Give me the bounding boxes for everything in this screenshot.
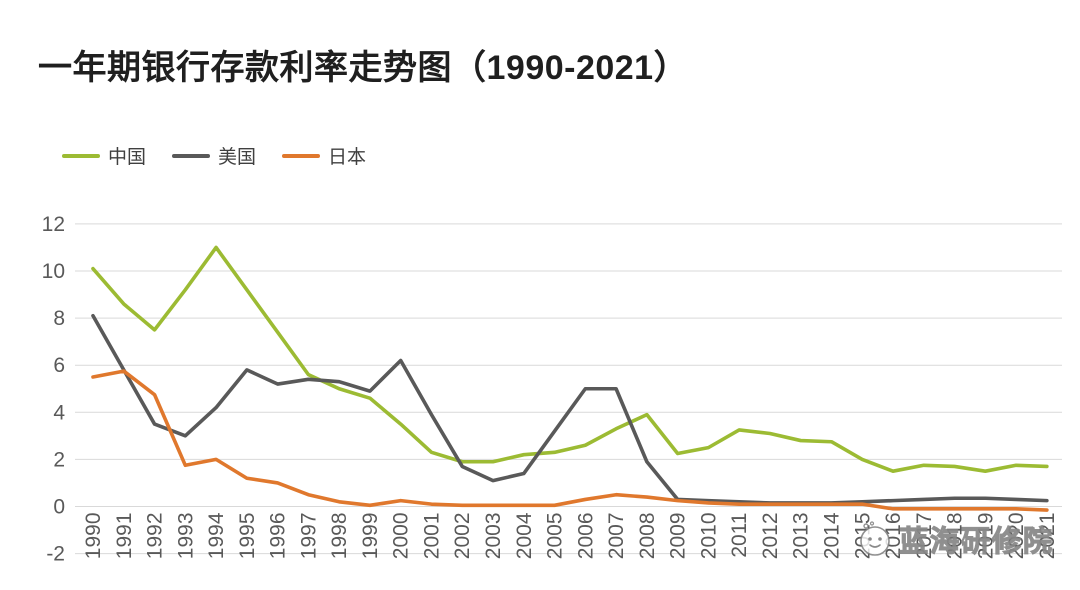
y-axis-tick-label: 12 xyxy=(42,213,65,236)
x-axis-tick-label: 2014 xyxy=(820,512,843,559)
x-axis-tick-label: 2004 xyxy=(513,512,536,559)
x-axis-tick-label: 2006 xyxy=(574,513,597,560)
x-axis-tick-label: 1995 xyxy=(236,513,259,560)
x-axis-tick-label: 2013 xyxy=(790,513,813,560)
x-axis-tick-label: 1996 xyxy=(267,513,290,560)
x-axis-tick-label: 2020 xyxy=(1005,513,1028,560)
x-axis-tick-label: 1991 xyxy=(113,513,136,560)
y-axis-tick-label: 8 xyxy=(53,307,65,330)
x-axis-tick-label: 2015 xyxy=(851,513,874,560)
series-line-japan xyxy=(91,369,1049,512)
x-axis-tick-label: 2005 xyxy=(544,513,567,560)
x-axis-tick-label: 2001 xyxy=(420,513,443,560)
x-axis-tick-label: 2007 xyxy=(605,513,628,560)
x-axis-tick-label: 1994 xyxy=(205,512,228,559)
legend-label-japan: 日本 xyxy=(328,147,367,168)
x-axis-tick-label: 2000 xyxy=(390,513,413,560)
series-line-china xyxy=(91,245,1049,473)
y-axis-tick-label: -2 xyxy=(46,543,65,566)
x-axis-tick-label: 2016 xyxy=(882,513,905,560)
x-axis-tick-label: 2011 xyxy=(728,513,751,558)
legend-item-japan: 日本 xyxy=(282,142,366,169)
x-axis-tick-label: 1990 xyxy=(82,513,105,560)
x-axis-tick-label: 1993 xyxy=(174,513,197,560)
x-axis-tick-label: 2008 xyxy=(636,513,659,560)
usa-line-swatch xyxy=(172,153,211,158)
x-axis-tick-label: 2018 xyxy=(944,513,967,560)
china-line-swatch xyxy=(62,153,100,158)
y-axis-tick-label: 6 xyxy=(53,354,65,377)
x-axis-tick-label: 1999 xyxy=(359,513,382,560)
legend-label-usa: 美国 xyxy=(218,147,257,168)
x-axis-tick-label: 2010 xyxy=(697,513,720,560)
x-axis-tick-label: 1992 xyxy=(144,513,167,560)
x-axis-tick-label: 1997 xyxy=(297,513,320,560)
x-axis-tick-label: 2021 xyxy=(1036,513,1059,560)
x-axis-tick-label: 2019 xyxy=(974,513,997,560)
x-axis-tick-label: 2003 xyxy=(482,513,505,560)
legend-item-usa: 美国 xyxy=(172,142,256,169)
y-axis-tick-label: 0 xyxy=(53,496,65,519)
x-axis-tick-label: 2017 xyxy=(913,513,936,560)
y-axis-tick-label: 10 xyxy=(42,260,65,283)
legend-item-china: 中国 xyxy=(62,142,146,169)
x-axis-tick-label: 2009 xyxy=(667,513,690,560)
legend: 中国 美国 日本 xyxy=(62,142,366,169)
line-chart: -2 0 2 4 6 8 10 12 1990 1991 1992 1993 1994 1995 1996 1… xyxy=(42,213,1062,566)
x-axis-tick-label: 1998 xyxy=(328,513,351,560)
legend-label-china: 中国 xyxy=(108,147,147,168)
chart-title: 一年期银行存款利率走势图（1990-2021） xyxy=(38,49,689,87)
series-line-usa xyxy=(91,313,1049,505)
x-axis-tick-label: 2002 xyxy=(451,513,474,560)
y-axis-tick-label: 2 xyxy=(53,448,65,471)
y-axis-tick-label: 4 xyxy=(53,401,65,424)
japan-line-swatch xyxy=(282,153,321,158)
x-axis-tick-label: 2012 xyxy=(759,513,782,560)
